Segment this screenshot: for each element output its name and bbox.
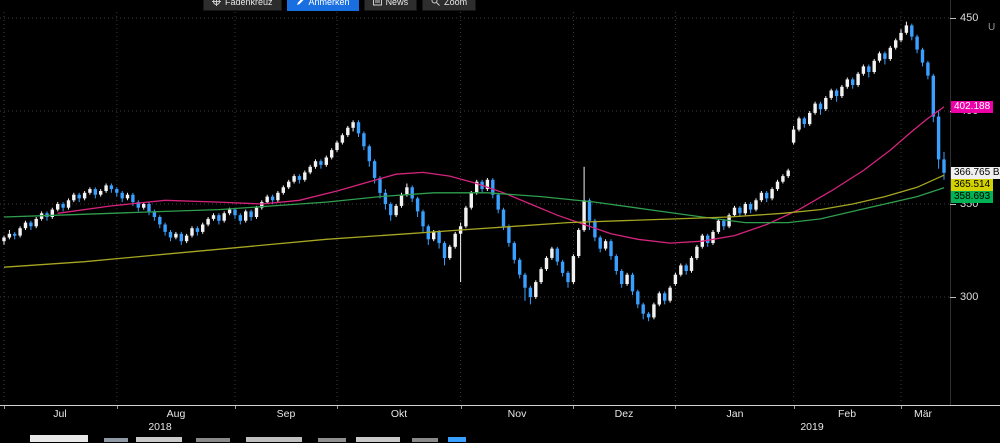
- clipped-bottom-row: [0, 433, 1000, 443]
- clipped-fragment: [412, 438, 438, 442]
- ma-slow-olive-line: [3, 174, 945, 268]
- price-axis-line: [950, 0, 951, 405]
- candlestick-series: [2, 21, 946, 322]
- price-axis-tick: [950, 204, 956, 205]
- toolbar-button-label: Zoom: [444, 0, 468, 7]
- clipped-fragment: [136, 437, 182, 442]
- clipped-fragment: [318, 438, 346, 442]
- price-badge: 402.188: [951, 101, 994, 113]
- time-axis-line: [0, 405, 1000, 406]
- chart-toolbar: Fadenkreuz Anmerken News Zoom: [203, 0, 477, 11]
- crosshair-icon: [212, 0, 221, 6]
- clipped-corner-text: U: [988, 22, 996, 33]
- toolbar-button-label: Anmerken: [308, 0, 350, 7]
- toolbar-button-zoom[interactable]: Zoom: [422, 0, 477, 11]
- price-axis-tick: [950, 297, 956, 298]
- toolbar-button-label: News: [385, 0, 409, 7]
- ma-fast-magenta-line: [57, 106, 945, 244]
- clipped-fragment: [196, 438, 230, 442]
- clipped-fragment: [104, 438, 128, 442]
- pencil-icon: [296, 0, 305, 6]
- price-axis-tick: [950, 18, 956, 19]
- price-tick-label: 300: [960, 291, 979, 303]
- price-tick-label: 450: [960, 12, 979, 24]
- clipped-fragment: [246, 437, 302, 442]
- price-badge: 358.693: [951, 191, 994, 203]
- ma-mid-green-line: [3, 187, 945, 224]
- price-badge: 366.765 BA: [951, 167, 1000, 179]
- news-icon: [372, 0, 382, 6]
- magnifier-icon: [431, 0, 440, 6]
- price-badge: 365.514: [951, 179, 994, 191]
- clipped-fragment: [356, 437, 400, 442]
- clipped-fragment: [30, 435, 88, 442]
- toolbar-button-anmerken[interactable]: Anmerken: [286, 0, 359, 11]
- toolbar-button-news[interactable]: News: [363, 0, 418, 11]
- toolbar-button-fadenkreuz[interactable]: Fadenkreuz: [203, 0, 282, 11]
- price-chart-plot[interactable]: [0, 0, 950, 443]
- gridlines: [0, 12, 950, 404]
- toolbar-button-label: Fadenkreuz: [225, 0, 273, 7]
- clipped-fragment: [448, 437, 466, 442]
